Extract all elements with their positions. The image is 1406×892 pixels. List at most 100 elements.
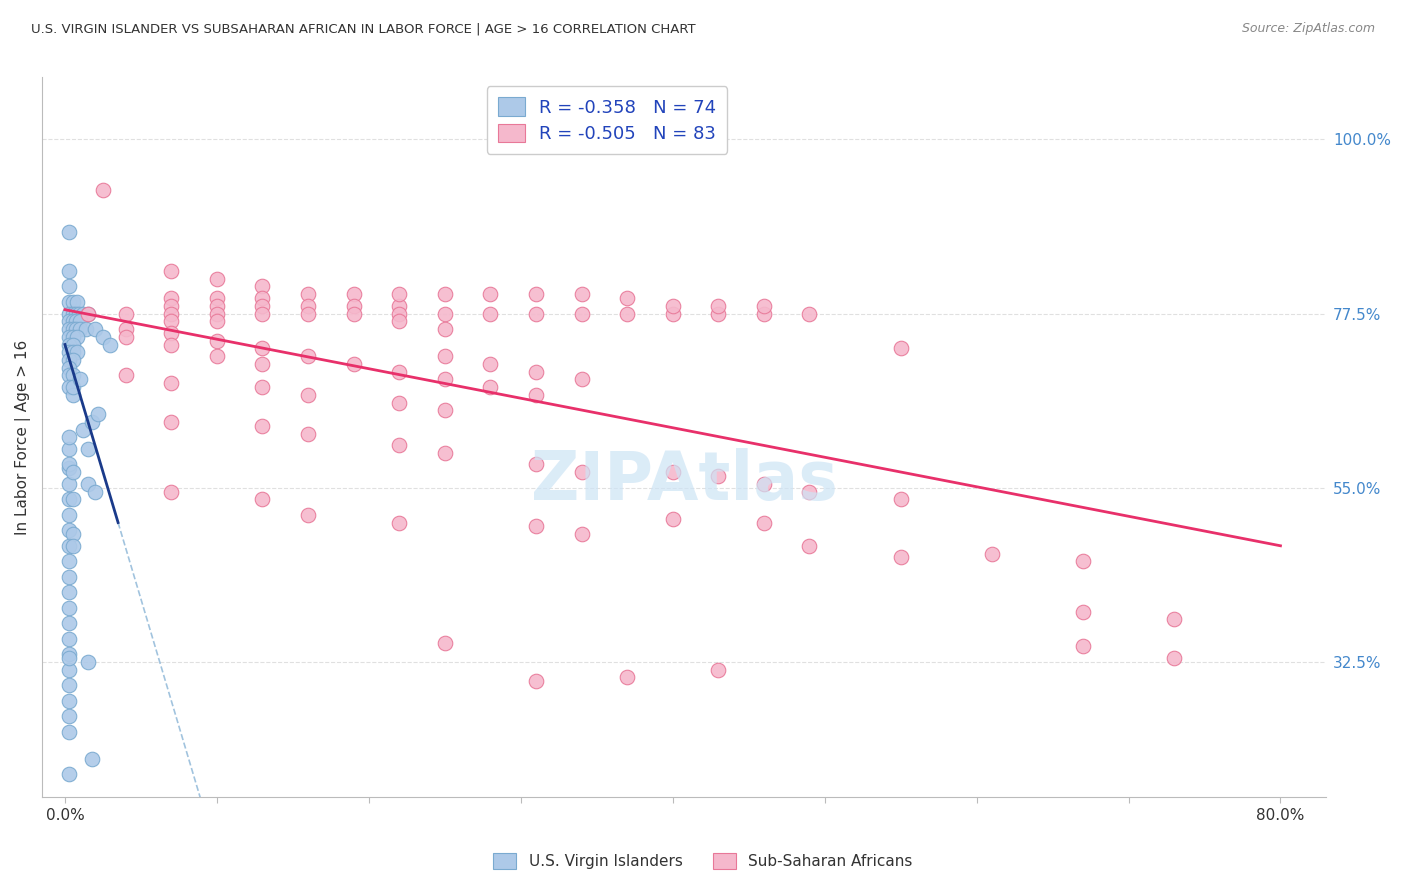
Point	[62, 492, 84, 507]
Point	[799, 484, 821, 499]
Point	[524, 388, 547, 402]
Point	[58, 380, 80, 394]
Point	[752, 516, 775, 530]
Point	[62, 345, 84, 359]
Point	[114, 330, 136, 344]
Text: U.S. VIRGIN ISLANDER VS SUBSAHARAN AFRICAN IN LABOR FORCE | AGE > 16 CORRELATION: U.S. VIRGIN ISLANDER VS SUBSAHARAN AFRIC…	[31, 22, 696, 36]
Point	[524, 287, 547, 301]
Point	[76, 655, 98, 669]
Point	[84, 322, 107, 336]
Point	[84, 484, 107, 499]
Point	[76, 442, 98, 456]
Point	[707, 469, 730, 483]
Point	[205, 299, 228, 313]
Point	[252, 418, 274, 433]
Point	[1163, 651, 1185, 665]
Point	[58, 476, 80, 491]
Point	[524, 674, 547, 689]
Point	[342, 307, 364, 321]
Point	[160, 264, 183, 278]
Point	[433, 403, 456, 417]
Point	[58, 345, 80, 359]
Point	[62, 465, 84, 479]
Point	[160, 376, 183, 391]
Point	[58, 264, 80, 278]
Point	[66, 294, 89, 309]
Point	[297, 388, 319, 402]
Point	[160, 314, 183, 328]
Point	[571, 465, 593, 479]
Point	[62, 337, 84, 351]
Point	[58, 651, 80, 665]
Point	[58, 307, 80, 321]
Point	[252, 342, 274, 356]
Point	[205, 307, 228, 321]
Point	[890, 342, 912, 356]
Point	[160, 484, 183, 499]
Point	[297, 307, 319, 321]
Point	[571, 307, 593, 321]
Point	[58, 767, 80, 781]
Point	[571, 287, 593, 301]
Point	[297, 287, 319, 301]
Point	[58, 442, 80, 456]
Point	[433, 446, 456, 460]
Point	[65, 314, 87, 328]
Point	[252, 307, 274, 321]
Point	[58, 279, 80, 293]
Point	[571, 372, 593, 386]
Point	[87, 407, 110, 421]
Point	[58, 492, 80, 507]
Point	[62, 307, 84, 321]
Point	[114, 368, 136, 383]
Point	[62, 294, 84, 309]
Point	[433, 372, 456, 386]
Point	[82, 752, 104, 766]
Point	[58, 330, 80, 344]
Point	[616, 670, 638, 684]
Point	[205, 271, 228, 285]
Point	[58, 693, 80, 707]
Point	[58, 360, 80, 375]
Point	[160, 299, 183, 313]
Point	[388, 438, 411, 452]
Point	[66, 330, 89, 344]
Point	[1071, 605, 1094, 619]
Point	[524, 307, 547, 321]
Point	[752, 307, 775, 321]
Point	[72, 307, 94, 321]
Point	[62, 380, 84, 394]
Point	[67, 307, 90, 321]
Point	[571, 527, 593, 541]
Point	[114, 322, 136, 336]
Point	[205, 291, 228, 305]
Point	[752, 476, 775, 491]
Point	[616, 307, 638, 321]
Point	[980, 547, 1002, 561]
Point	[890, 492, 912, 507]
Point	[297, 299, 319, 313]
Point	[58, 458, 80, 472]
Point	[62, 539, 84, 553]
Point	[205, 314, 228, 328]
Point	[297, 426, 319, 441]
Point	[58, 337, 80, 351]
Point	[388, 299, 411, 313]
Point	[62, 527, 84, 541]
Text: Source: ZipAtlas.com: Source: ZipAtlas.com	[1241, 22, 1375, 36]
Point	[91, 330, 114, 344]
Point	[75, 322, 97, 336]
Text: ZIPAtlas: ZIPAtlas	[530, 448, 838, 514]
Point	[69, 322, 91, 336]
Point	[524, 365, 547, 379]
Point	[76, 307, 98, 321]
Point	[58, 570, 80, 584]
Point	[890, 550, 912, 565]
Point	[160, 326, 183, 340]
Point	[58, 616, 80, 631]
Point	[160, 307, 183, 321]
Point	[342, 287, 364, 301]
Point	[297, 349, 319, 363]
Point	[616, 291, 638, 305]
Point	[205, 334, 228, 348]
